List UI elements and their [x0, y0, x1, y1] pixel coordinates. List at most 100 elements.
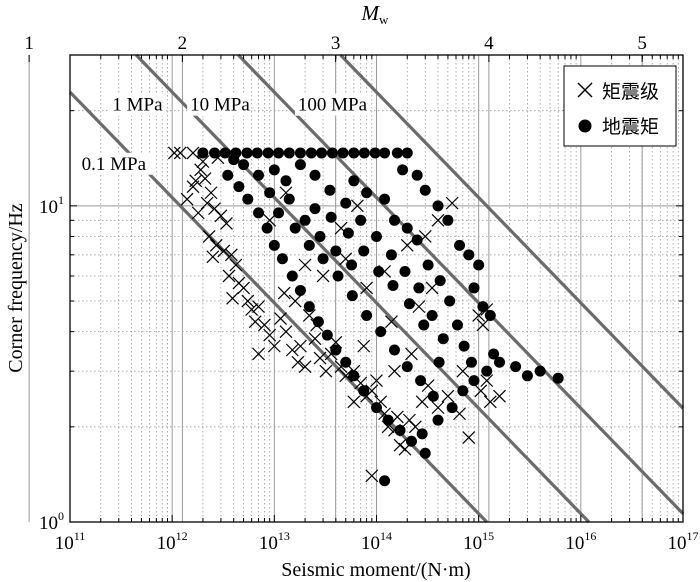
- x-tick-label: 1011: [55, 529, 86, 554]
- x-stroke: [285, 343, 299, 357]
- point-seismic-moment: [451, 319, 463, 331]
- point-seismic-moment: [405, 435, 417, 447]
- x-stroke: [408, 420, 422, 434]
- x-stroke: [194, 163, 208, 177]
- point-moment-magnitude: [405, 347, 418, 361]
- point-seismic-moment: [303, 301, 315, 313]
- y-tick-base: 10: [39, 197, 58, 218]
- y-tick-exp: 1: [58, 193, 64, 207]
- x-stroke: [319, 364, 333, 378]
- point-seismic-moment: [411, 169, 423, 181]
- point-moment-magnitude: [258, 318, 271, 332]
- point-moment-magnitude: [226, 291, 239, 305]
- point-moment-magnitude: [252, 300, 265, 314]
- top-axis-label-main: M: [361, 1, 381, 25]
- point-moment-magnitude: [214, 209, 228, 223]
- x-stroke: [204, 186, 218, 200]
- point-moment-magnitude: [385, 315, 398, 329]
- grid: [28, 55, 683, 522]
- point-seismic-moment: [342, 227, 354, 239]
- x-stroke: [198, 172, 212, 185]
- x-stroke: [214, 209, 228, 223]
- point-seismic-moment: [457, 385, 469, 397]
- x-tick-base: 10: [668, 533, 687, 554]
- point-moment-magnitude: [209, 238, 223, 252]
- x-stroke: [217, 244, 231, 258]
- stress-label-bg: [294, 93, 369, 116]
- point-moment-magnitude: [220, 216, 233, 230]
- x-stroke: [445, 196, 459, 210]
- x-tick-label: 1016: [565, 529, 596, 554]
- point-moment-magnitude: [293, 339, 307, 353]
- point-seismic-moment: [309, 169, 321, 181]
- legend-label-moment-magnitude: 矩震级: [602, 81, 659, 103]
- x-tick-exp: 11: [74, 529, 86, 543]
- point-seismic-moment: [340, 197, 352, 209]
- x-tick-exp: 16: [584, 529, 596, 543]
- point-moment-magnitude: [245, 303, 259, 316]
- point-seismic-moment: [346, 259, 358, 271]
- point-seismic-moment: [299, 214, 311, 226]
- point-moment-magnitude: [316, 269, 330, 283]
- point-seismic-moment: [289, 222, 301, 234]
- legend-box: [563, 65, 677, 147]
- x-stroke: [293, 339, 307, 353]
- x-axis-label: Seismic moment/(N·m): [281, 559, 470, 581]
- point-seismic-moment: [432, 414, 444, 426]
- x-stroke: [302, 309, 316, 322]
- point-seismic-moment: [358, 245, 370, 257]
- x-stroke: [173, 146, 187, 160]
- x-stroke: [279, 186, 293, 200]
- point-moment-magnitude: [263, 328, 277, 342]
- point-moment-magnitude: [480, 374, 494, 388]
- x-stroke: [222, 269, 236, 283]
- x-stroke: [421, 379, 435, 393]
- point-seismic-moment: [434, 275, 446, 287]
- point-seismic-moment: [510, 361, 522, 373]
- point-seismic-moment: [340, 356, 352, 368]
- mw-tick-label: 4: [484, 33, 494, 54]
- point-seismic-moment: [401, 147, 413, 159]
- point-seismic-moment: [484, 309, 496, 321]
- point-seismic-moment: [379, 193, 391, 205]
- point-seismic-moment: [394, 424, 406, 436]
- point-moment-magnitude: [388, 364, 401, 378]
- x-tick-exp: 14: [380, 529, 392, 543]
- x-stroke: [453, 407, 466, 421]
- x-tick-label: 1017: [668, 529, 699, 554]
- x-stroke: [357, 339, 371, 353]
- point-seismic-moment: [369, 147, 381, 159]
- point-seismic-moment: [209, 147, 221, 159]
- x-stroke: [186, 146, 200, 160]
- point-seismic-moment: [373, 265, 385, 277]
- point-moment-magnitude: [224, 248, 238, 262]
- point-seismic-moment: [348, 175, 360, 187]
- x-stroke: [277, 286, 291, 300]
- point-moment-magnitude: [298, 258, 312, 272]
- x-stroke: [237, 281, 251, 295]
- y-tick-label: 100: [39, 509, 64, 534]
- x-tick-exp: 15: [482, 529, 494, 543]
- point-moment-magnitude: [415, 395, 429, 409]
- point-moment-magnitude: [462, 431, 476, 444]
- mw-tick-label: 2: [178, 33, 188, 54]
- point-seismic-moment: [401, 361, 413, 373]
- top-axis-label-sub: w: [379, 12, 389, 27]
- x-tick-base: 10: [259, 533, 278, 554]
- x-tick-base: 10: [361, 533, 380, 554]
- point-seismic-moment: [379, 147, 391, 159]
- x-stroke: [200, 196, 214, 210]
- point-seismic-moment: [273, 207, 285, 219]
- point-seismic-moment: [355, 214, 367, 226]
- x-tick-label: 1012: [157, 529, 188, 554]
- point-moment-magnitude: [431, 401, 445, 415]
- point-seismic-moment: [401, 222, 413, 234]
- x-stroke: [252, 300, 265, 314]
- point-seismic-moment: [219, 147, 231, 159]
- point-seismic-moment: [268, 164, 280, 176]
- x-stroke: [267, 339, 281, 353]
- point-moment-magnitude: [167, 146, 181, 160]
- x-stroke: [274, 312, 287, 325]
- point-seismic-moment: [268, 239, 280, 251]
- mw-tick-label: 5: [637, 33, 647, 54]
